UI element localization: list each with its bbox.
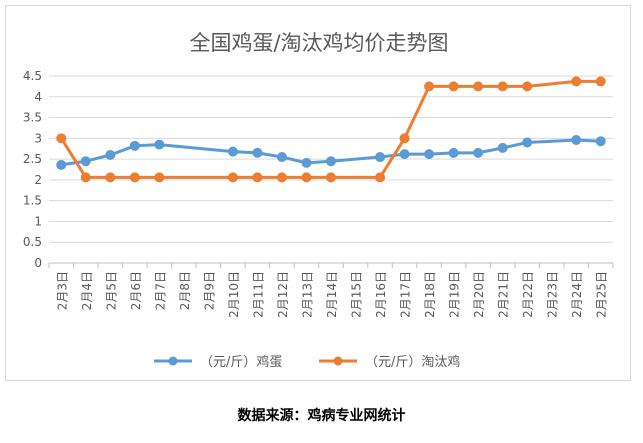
x-tick-label: 2月19日 <box>448 271 462 318</box>
x-tick-label: 2月18日 <box>423 271 437 318</box>
data-point <box>424 81 435 92</box>
data-point <box>154 139 165 150</box>
y-tick-label: 3.5 <box>23 111 42 125</box>
x-tick-label: 2月21日 <box>497 271 511 318</box>
x-tick-label: 2月15日 <box>350 271 364 318</box>
x-tick-label: 2月14日 <box>325 271 339 318</box>
data-point <box>522 137 533 148</box>
data-point <box>276 152 287 163</box>
data-point <box>522 81 533 92</box>
data-point <box>595 136 606 147</box>
plot-area: 0 0.5 1 1.5 2 2.5 3 3.5 4 4.5 2月3日 2月4日 2月5日 2月6日 2月7日… <box>23 69 614 318</box>
data-point <box>129 172 140 183</box>
x-tick-label: 2月11日 <box>251 271 265 318</box>
data-point <box>473 81 484 92</box>
data-point <box>301 172 312 183</box>
data-point <box>129 140 140 151</box>
data-point <box>375 152 386 163</box>
x-tick-label: 2月20日 <box>472 271 486 318</box>
x-tick-label: 2月7日 <box>153 271 167 310</box>
data-point <box>276 172 287 183</box>
data-point <box>571 76 582 87</box>
data-point <box>227 146 238 157</box>
line-chart: 全国鸡蛋/淘汰鸡均价走势图 0 0.5 1 1.5 2 2.5 3 3.5 4 4.5 2月3日 2月… <box>23 31 614 370</box>
x-tick-label: 2月23日 <box>546 271 560 318</box>
y-tick-label: 4 <box>34 90 42 104</box>
data-point <box>252 147 263 158</box>
legend-label: （元/斤）鸡蛋 <box>200 354 282 370</box>
data-point <box>154 172 165 183</box>
y-tick-label: 1.5 <box>23 194 42 208</box>
x-tick-label: 2月10日 <box>227 271 241 318</box>
legend-entry: （元/斤）鸡蛋 <box>154 354 282 370</box>
x-tick-label: 2月17日 <box>399 271 413 318</box>
x-tick-label: 2月6日 <box>129 271 143 310</box>
x-tick-label: 2月22日 <box>521 271 535 318</box>
data-point <box>399 149 410 160</box>
data-point <box>497 81 508 92</box>
chart-frame: 全国鸡蛋/淘汰鸡均价走势图 0 0.5 1 1.5 2 2.5 3 3.5 4 4.5 2月3日 2月… <box>5 5 631 381</box>
data-point <box>105 149 116 160</box>
x-tick-label: 2月16日 <box>374 271 388 318</box>
x-tick-label: 2月3日 <box>55 271 69 310</box>
data-point <box>424 149 435 160</box>
x-tick-label: 2月25日 <box>595 271 609 318</box>
x-tick-label: 2月13日 <box>300 271 314 318</box>
data-point <box>399 133 410 144</box>
y-tick-label: 1 <box>34 214 42 228</box>
data-point <box>375 172 386 183</box>
data-point <box>80 156 91 167</box>
data-point <box>80 172 91 183</box>
x-tick-label: 2月8日 <box>178 271 192 310</box>
y-tick-label: 2.5 <box>23 152 42 166</box>
y-tick-label: 0.5 <box>23 235 42 249</box>
chart-title: 全国鸡蛋/淘汰鸡均价走势图 <box>189 31 448 55</box>
legend-marker <box>168 356 178 366</box>
x-tick-label: 2月24日 <box>570 271 584 318</box>
legend-label: （元/斤）淘汰鸡 <box>365 354 460 370</box>
y-tick-label: 0 <box>34 256 42 270</box>
data-point <box>473 147 484 158</box>
legend-marker <box>333 356 343 366</box>
source-note: 数据来源：鸡病专业网统计 <box>237 408 406 424</box>
y-tick-label: 2 <box>34 173 42 187</box>
y-tick-label: 4.5 <box>23 69 42 83</box>
data-point <box>105 172 116 183</box>
data-point <box>227 172 238 183</box>
data-point <box>252 172 263 183</box>
data-point <box>595 76 606 87</box>
data-point <box>497 142 508 153</box>
x-tick-label: 2月12日 <box>276 271 290 318</box>
data-point <box>448 147 459 158</box>
legend: （元/斤）鸡蛋 （元/斤）淘汰鸡 <box>154 354 460 370</box>
data-point <box>56 133 67 144</box>
data-point <box>56 159 67 170</box>
data-point <box>571 134 582 145</box>
data-point <box>326 172 336 183</box>
x-tick-label: 2月9日 <box>202 271 216 310</box>
legend-entry: （元/斤）淘汰鸡 <box>319 354 460 370</box>
data-point <box>301 157 312 168</box>
data-point <box>448 81 459 92</box>
x-tick-label: 2月4日 <box>80 271 94 310</box>
x-tick-label: 2月5日 <box>104 271 118 310</box>
y-tick-label: 3 <box>34 131 42 145</box>
data-point <box>326 156 336 167</box>
